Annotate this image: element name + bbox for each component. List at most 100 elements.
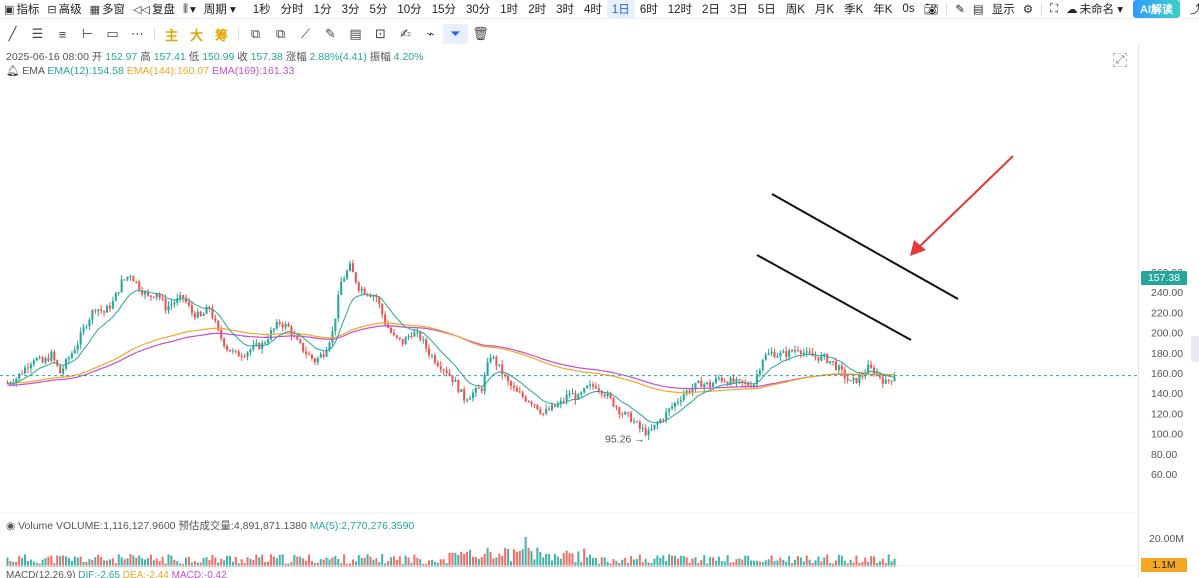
interval-button[interactable]: 2时: [528, 4, 547, 16]
lock-icon[interactable]: ⊡: [375, 26, 386, 41]
toolbar-replay-button[interactable]: ◁◁ 复盘: [129, 0, 179, 19]
interval-button[interactable]: 6时: [639, 4, 658, 16]
volume-bar: [220, 558, 223, 567]
toolbar-indicators-button[interactable]: ▣ 指标: [0, 0, 43, 19]
trash-icon[interactable]: 🗑︎: [472, 26, 489, 41]
candle-body: [38, 357, 41, 359]
main-chart-mode-button[interactable]: 主: [164, 27, 178, 43]
toolbar-chart-type-button[interactable]: ⫼ ▾: [179, 0, 200, 19]
filter-icon[interactable]: ⏷: [443, 24, 468, 44]
volume-bar: [679, 555, 682, 567]
edit-icon[interactable]: ✎: [955, 4, 965, 16]
camera-icon[interactable]: 📷︎: [923, 4, 939, 16]
interval-button[interactable]: 5日: [757, 4, 776, 16]
fullscreen-icon[interactable]: ⤢: [1113, 53, 1127, 67]
interval-button[interactable]: 1时: [500, 4, 519, 16]
note-icon[interactable]: ✍: [400, 26, 411, 41]
bell-icon[interactable]: 🔔︎: [6, 65, 20, 77]
horizontal-ray-icon[interactable]: ⊢: [81, 26, 94, 41]
more-icon[interactable]: ⋯: [131, 26, 144, 41]
layout-name-button[interactable]: ☁ 未命名 ▾: [1062, 0, 1127, 19]
volume-bar: [79, 556, 82, 567]
candle-body: [170, 304, 173, 306]
interval-button[interactable]: 10分: [397, 4, 422, 16]
magnet-icon[interactable]: ⧉: [250, 26, 261, 41]
candle: [776, 352, 779, 358]
candle: [187, 297, 191, 308]
interval-button[interactable]: 周K: [785, 4, 805, 16]
candle: [524, 394, 527, 403]
interval-button[interactable]: 2日: [702, 4, 720, 16]
horizontal-lines-icon[interactable]: ≡: [58, 26, 67, 42]
volume-bar: [196, 562, 199, 567]
rectangle-icon[interactable]: ▭: [106, 26, 119, 41]
interval-button[interactable]: 5分: [369, 4, 388, 16]
eye-icon[interactable]: ◉: [6, 520, 16, 532]
interval-button[interactable]: 分时: [280, 4, 304, 16]
candlestick-chart[interactable]: 260.00240.00220.00200.00180.00160.00140.…: [0, 44, 1199, 578]
candle-body: [861, 375, 864, 377]
line-tool-icon[interactable]: ╱: [8, 26, 17, 41]
ai-interpret-button[interactable]: AI解读: [1133, 0, 1181, 18]
ema-label[interactable]: EMA: [22, 65, 45, 77]
settings-icon[interactable]: ⚙: [1022, 4, 1034, 16]
parallel-lines-icon[interactable]: ☰: [31, 26, 44, 41]
fullscreen-toggle-icon[interactable]: ⛶: [1050, 2, 1059, 15]
volume-label[interactable]: Volume: [18, 520, 54, 532]
candle-body: [457, 380, 460, 393]
interval-button[interactable]: 1日: [606, 0, 635, 19]
bars-icon[interactable]: ▤: [972, 4, 984, 16]
candle-body: [764, 354, 767, 360]
share-icon[interactable]: ⤴: [1190, 4, 1199, 16]
interval-button[interactable]: 季K: [844, 4, 864, 16]
candle-body: [249, 349, 252, 353]
candle-body: [144, 291, 147, 295]
brush-icon[interactable]: ⌁: [426, 26, 435, 41]
toolbar-multi-window-button[interactable]: ▦ 多窗: [86, 0, 129, 19]
interval-button[interactable]: 3日: [729, 4, 748, 16]
display-button[interactable]: 显示: [988, 0, 1019, 19]
volume-bar: [126, 558, 129, 567]
main-chart-mode-button[interactable]: 筹: [214, 27, 228, 43]
candle-body: [559, 400, 562, 404]
candle-body: [826, 354, 829, 363]
ruler-icon[interactable]: ⟋: [300, 26, 311, 41]
volume-bar: [700, 559, 703, 567]
toolbar-advanced-button[interactable]: ⊟ 高级: [43, 0, 85, 19]
interval-button[interactable]: 4时: [584, 4, 602, 16]
interval-button[interactable]: 1秒: [252, 4, 271, 16]
interval-button[interactable]: 3时: [556, 4, 574, 16]
volume-bar: [176, 560, 179, 567]
candle-body: [53, 351, 56, 361]
interval-button[interactable]: 15分: [431, 4, 456, 16]
copy-icon[interactable]: ⧉: [275, 26, 286, 41]
main-chart-mode-button[interactable]: 大: [189, 27, 203, 43]
candle-body: [79, 332, 82, 345]
candle: [217, 319, 220, 332]
candle: [103, 310, 106, 317]
interval-button[interactable]: 12时: [667, 4, 693, 16]
interval-button[interactable]: 月K: [814, 4, 835, 16]
volume-bar: [340, 563, 343, 567]
candle-body: [41, 357, 44, 363]
candle: [536, 404, 539, 411]
candle-body: [873, 367, 876, 375]
pen-icon[interactable]: ✎: [325, 26, 336, 41]
volume-bar: [858, 563, 861, 567]
candle-body: [149, 295, 152, 297]
interval-button[interactable]: 年K: [873, 4, 893, 16]
side-panel-handle[interactable]: [1191, 336, 1199, 362]
toolbar-period-button[interactable]: 周期 ▾: [200, 0, 240, 19]
price-tick-label: 240.00: [1151, 287, 1183, 299]
candle-body: [97, 309, 100, 312]
candle: [322, 351, 325, 360]
interval-button[interactable]: 3分: [341, 4, 360, 16]
candle-body: [530, 402, 533, 405]
candle: [214, 314, 217, 323]
interval-button[interactable]: 0s: [902, 3, 915, 15]
candle: [240, 352, 243, 361]
macd-label[interactable]: MACD(12,26,9): [6, 570, 76, 578]
interval-button[interactable]: 30分: [465, 4, 491, 16]
interval-button[interactable]: 1分: [313, 4, 332, 16]
calendar-icon[interactable]: ▤: [349, 26, 362, 41]
